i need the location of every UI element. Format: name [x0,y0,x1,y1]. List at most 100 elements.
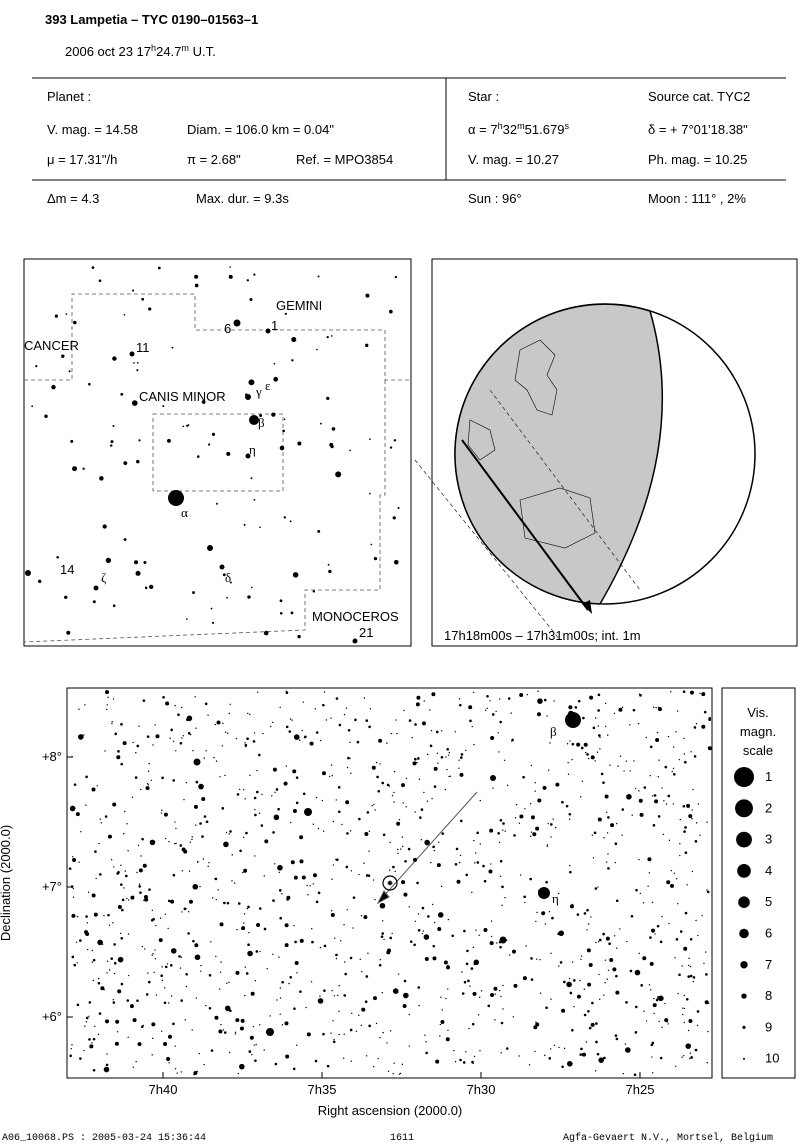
star-dot [672,803,675,805]
star-dot [120,864,122,867]
star-dot [343,924,345,926]
star-dot [138,439,141,442]
star-dot [561,1065,564,1069]
star-dot [685,1043,692,1049]
star-dot [272,953,274,955]
star-dot [667,794,671,798]
star-dot [597,725,600,727]
star-dot [171,346,174,349]
star-dot [106,704,108,706]
star-dot [347,756,350,760]
star-dot [285,765,288,767]
star-dot [103,1066,110,1073]
star-dot [124,870,127,872]
star-dot [493,986,498,991]
star-dot [78,708,80,710]
star-dot [296,972,298,974]
star-dot [291,719,293,721]
star-dot [343,1033,345,1035]
star-dot [375,1022,378,1025]
star-dot [653,997,655,1000]
star-dot [604,794,609,799]
star-dot [597,886,599,888]
star-dot [345,865,349,869]
star-dot [330,717,332,719]
star-dot [694,1049,696,1051]
star-dot [284,1021,289,1026]
star-dot [465,1051,467,1053]
star-dot [333,995,336,997]
star-dot [195,997,198,999]
star-dot [397,507,400,510]
star-dot [185,782,188,784]
star-dot [337,994,339,997]
star-dot [113,866,115,868]
star-dot [679,843,681,845]
star-dot [214,877,218,881]
bright-star [490,775,496,781]
star-dot [274,863,276,865]
star-dot [338,723,342,727]
star-dot [113,962,117,965]
star-dot [248,1050,252,1053]
star-dot [377,1057,379,1060]
star-dot [91,961,94,963]
star-dot [483,928,488,933]
star-dot [546,844,549,846]
star-dot [651,928,656,933]
star-dot [374,898,376,901]
star-dot [489,941,494,946]
star-dot [295,801,299,805]
star-dot [586,753,589,756]
star-dot [573,1005,575,1008]
star-dot [244,966,247,968]
star-dot [338,1033,340,1036]
star-dot [164,837,167,840]
star-dot [582,716,585,720]
star-dot [98,842,100,845]
star-dot [112,999,115,1001]
star-dot [705,951,707,953]
star-dot [602,932,605,936]
constellation-label: CANCER [24,338,79,353]
star-dot [228,274,233,279]
star-dot [136,744,140,748]
star-dot [208,974,212,977]
star-dot [88,1038,91,1041]
star-dot [219,776,221,778]
star-dot [333,937,336,939]
star-dot [645,1020,648,1022]
star-dot [279,599,283,603]
star-dot [234,1031,237,1034]
date: 2006 oct 23 17h24.7m U.T. [65,43,216,59]
star-dot [127,850,129,852]
star-dot [580,796,582,798]
star-dot [459,1058,462,1062]
star-dot [561,800,564,804]
star-dot [112,1001,116,1004]
star-dot [595,1040,598,1044]
star-dot [504,896,506,899]
star-dot [550,952,552,955]
star-dec: δ = + 7°01'18.38" [648,122,748,137]
star-dot [294,960,299,965]
star-dot [469,985,471,987]
star-dot [411,736,413,739]
star-dot [605,936,610,941]
star-dot [260,824,264,827]
star-dot [127,933,130,935]
star-dot [686,803,691,808]
star-dot [295,776,299,779]
star-dot [250,477,253,480]
star-dot [518,1055,520,1057]
star-dot [382,833,386,837]
star-dot [309,885,311,887]
star-dot [343,713,346,716]
star-dot [549,1048,552,1050]
star-dot [64,595,68,599]
star-dot [335,471,342,478]
star-dot [633,1073,637,1077]
star-label: δ [225,570,231,585]
star-dot [364,1000,368,1004]
star-dot [392,1073,394,1075]
